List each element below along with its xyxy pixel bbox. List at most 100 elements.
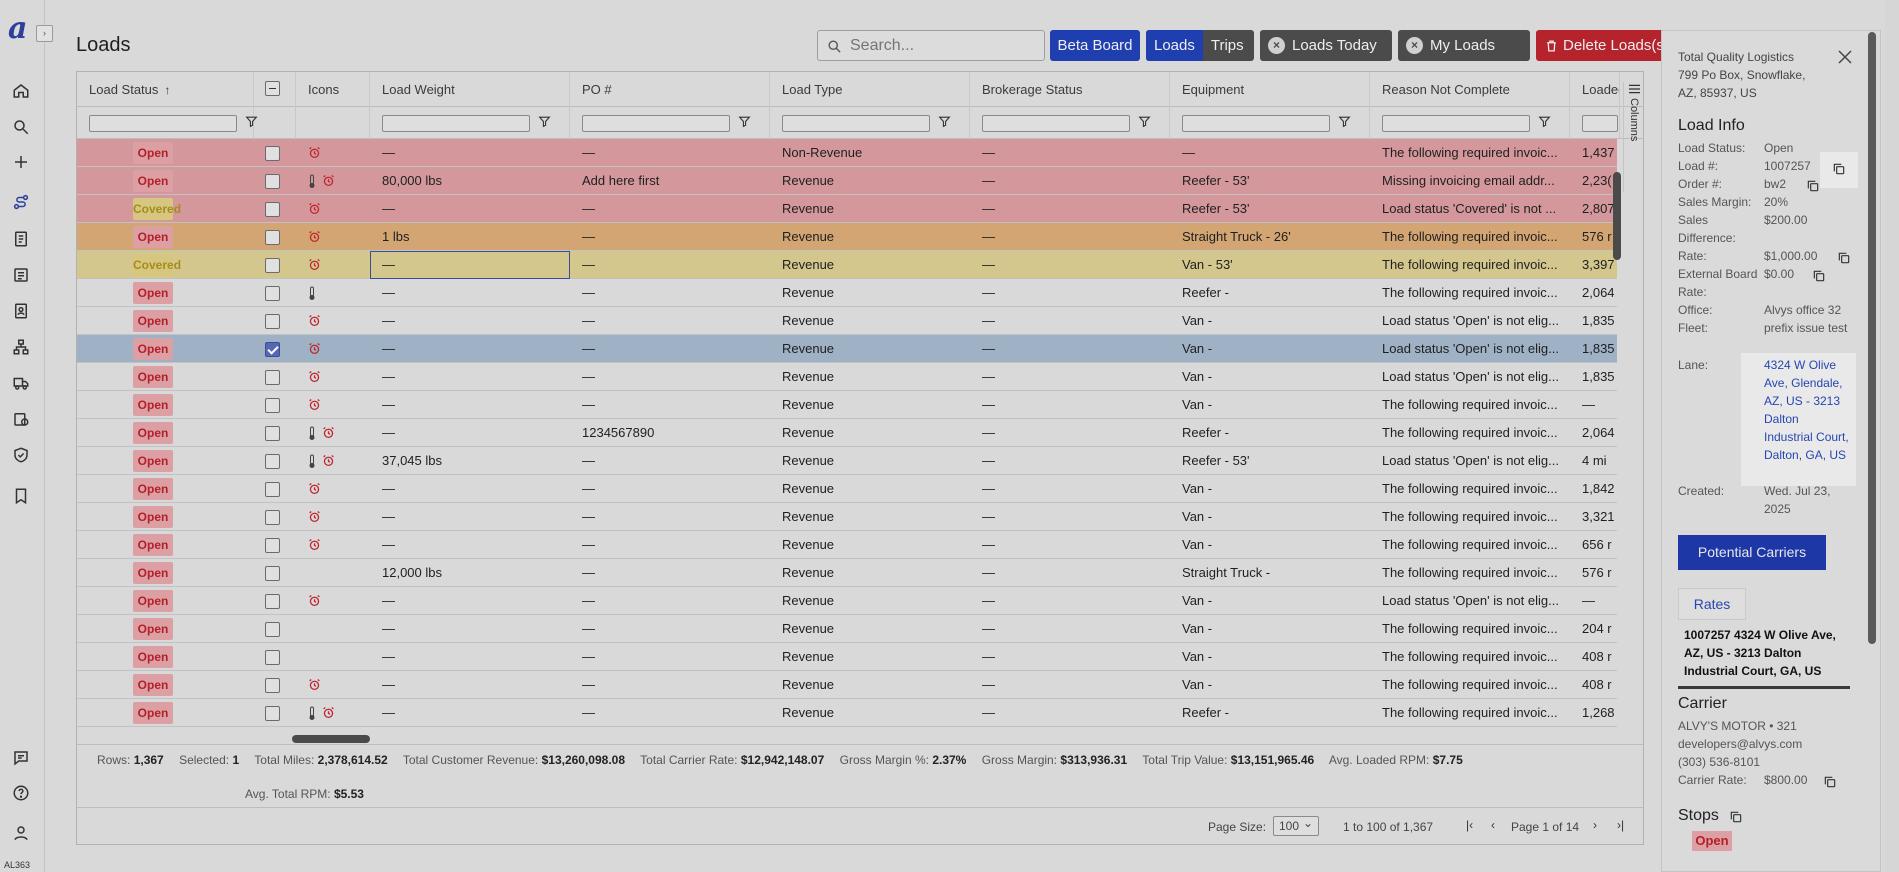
- table-row[interactable]: Open — — Revenue — Van - The following require…: [77, 475, 1617, 503]
- cell-load-type[interactable]: Revenue: [782, 369, 835, 384]
- table-row[interactable]: Open — — Revenue — Van - Load status 'Open' is…: [77, 335, 1617, 363]
- cell-brokerage-status[interactable]: —: [982, 453, 995, 468]
- cell-loaded[interactable]: 1,835: [1582, 369, 1615, 384]
- table-row[interactable]: Open — — Revenue — Van - The following require…: [77, 643, 1617, 671]
- cell-po[interactable]: —: [582, 145, 595, 160]
- table-row[interactable]: Covered — — Revenue — Van - 53' The following …: [77, 251, 1617, 279]
- table-row[interactable]: Open — — Revenue — Van - Load status 'Open' is…: [77, 363, 1617, 391]
- cell-equipment[interactable]: Van - 53': [1182, 257, 1233, 272]
- table-row[interactable]: Open — — Revenue — Van - Load status 'Open' is…: [77, 587, 1617, 615]
- next-page-icon[interactable]: ›: [1593, 818, 1597, 832]
- cell-brokerage-status[interactable]: —: [982, 285, 995, 300]
- cell-load-weight[interactable]: —: [382, 425, 395, 440]
- row-checkbox[interactable]: [265, 566, 280, 581]
- cell-po[interactable]: —: [582, 705, 595, 720]
- cell-loaded[interactable]: 204 r: [1582, 621, 1612, 636]
- cell-reason[interactable]: Missing invoicing email addr...: [1382, 173, 1555, 188]
- cell-load-weight[interactable]: —: [382, 285, 395, 300]
- truck-icon[interactable]: [8, 370, 34, 396]
- cell-load-weight[interactable]: —: [382, 649, 395, 664]
- invoice-icon[interactable]: [8, 226, 34, 252]
- cell-load-type[interactable]: Revenue: [782, 677, 835, 692]
- copy-icon[interactable]: [1832, 162, 1846, 176]
- filter-icon[interactable]: [1138, 115, 1151, 128]
- cell-reason[interactable]: Load status 'Covered' is not ...: [1382, 201, 1557, 216]
- cell-reason[interactable]: The following required invoic...: [1382, 397, 1558, 412]
- cell-loaded[interactable]: —: [1582, 593, 1595, 608]
- rates-button[interactable]: Rates: [1678, 588, 1746, 620]
- cell-loaded[interactable]: 408 r: [1582, 677, 1612, 692]
- cell-equipment[interactable]: Reefer - 53': [1182, 201, 1250, 216]
- row-checkbox[interactable]: [265, 258, 280, 273]
- plus-icon[interactable]: [8, 149, 34, 175]
- cell-loaded[interactable]: 1,835: [1582, 313, 1615, 328]
- cell-load-weight[interactable]: 37,045 lbs: [382, 453, 442, 468]
- table-row[interactable]: Open 37,045 lbs — Revenue — Reefer - 53' Load …: [77, 447, 1617, 475]
- cell-equipment[interactable]: Reefer - 53': [1182, 173, 1250, 188]
- cell-equipment[interactable]: Reefer -: [1182, 285, 1229, 300]
- cell-reason[interactable]: Load status 'Open' is not elig...: [1382, 313, 1559, 328]
- cell-load-type[interactable]: Revenue: [782, 397, 835, 412]
- cell-load-weight[interactable]: 12,000 lbs: [382, 565, 442, 580]
- cell-equipment[interactable]: Van -: [1182, 313, 1213, 328]
- row-checkbox[interactable]: [265, 370, 280, 385]
- cell-equipment[interactable]: Van -: [1182, 649, 1213, 664]
- row-checkbox[interactable]: [265, 510, 280, 525]
- col-header-load-type[interactable]: Load Type: [770, 72, 970, 107]
- cell-brokerage-status[interactable]: —: [982, 201, 995, 216]
- cell-po[interactable]: 1234567890: [582, 425, 655, 440]
- cell-reason[interactable]: The following required invoic...: [1382, 229, 1558, 244]
- cell-po[interactable]: —: [582, 313, 595, 328]
- filter-input[interactable]: [1382, 115, 1530, 132]
- user-icon[interactable]: [8, 820, 34, 846]
- cell-reason[interactable]: The following required invoic...: [1382, 481, 1558, 496]
- lane-link[interactable]: 4324 W Olive Ave, Glendale, AZ, US - 321…: [1764, 358, 1849, 462]
- row-checkbox[interactable]: [265, 594, 280, 609]
- filter-icon[interactable]: [1338, 115, 1351, 128]
- cell-load-weight[interactable]: —: [382, 145, 395, 160]
- cell-po[interactable]: —: [582, 481, 595, 496]
- cell-reason[interactable]: The following required invoic...: [1382, 257, 1558, 272]
- columns-side-tab[interactable]: Columns: [1623, 82, 1643, 192]
- cell-equipment[interactable]: Van -: [1182, 621, 1213, 636]
- cell-reason[interactable]: Load status 'Open' is not elig...: [1382, 593, 1559, 608]
- cell-loaded[interactable]: 576 r: [1582, 229, 1612, 244]
- cell-load-type[interactable]: Revenue: [782, 481, 835, 496]
- cell-load-type[interactable]: Revenue: [782, 705, 835, 720]
- cell-po[interactable]: —: [582, 453, 595, 468]
- last-page-icon[interactable]: ›|: [1617, 818, 1625, 832]
- cell-loaded[interactable]: 2,23(: [1582, 173, 1612, 188]
- filter-input[interactable]: [89, 115, 237, 132]
- cell-brokerage-status[interactable]: —: [982, 173, 995, 188]
- col-header-equipment[interactable]: Equipment: [1170, 72, 1370, 107]
- cell-load-type[interactable]: Revenue: [782, 425, 835, 440]
- cell-po[interactable]: —: [582, 369, 595, 384]
- route-icon[interactable]: [8, 189, 34, 215]
- row-checkbox[interactable]: [265, 398, 280, 413]
- copy-icon[interactable]: [1729, 810, 1743, 824]
- cell-load-type[interactable]: Revenue: [782, 313, 835, 328]
- filter-icon[interactable]: [245, 115, 258, 128]
- row-checkbox[interactable]: [265, 314, 280, 329]
- cell-loaded[interactable]: —: [1582, 397, 1595, 412]
- row-checkbox[interactable]: [265, 650, 280, 665]
- table-row[interactable]: Open — — Non-Revenue — — The following require…: [77, 139, 1617, 167]
- prev-page-icon[interactable]: ‹: [1491, 818, 1495, 832]
- filter-input[interactable]: [1182, 115, 1330, 132]
- select-all-checkbox[interactable]: [265, 81, 280, 96]
- cell-load-type[interactable]: Revenue: [782, 649, 835, 664]
- cell-brokerage-status[interactable]: —: [982, 537, 995, 552]
- row-checkbox[interactable]: [265, 678, 280, 693]
- cell-load-weight[interactable]: —: [382, 593, 395, 608]
- cell-reason[interactable]: The following required invoic...: [1382, 705, 1558, 720]
- filter-input[interactable]: [782, 115, 930, 132]
- cell-brokerage-status[interactable]: —: [982, 369, 995, 384]
- cell-po[interactable]: —: [582, 621, 595, 636]
- cell-equipment[interactable]: Reefer -: [1182, 705, 1229, 720]
- cell-po[interactable]: —: [582, 509, 595, 524]
- cell-loaded[interactable]: 408 r: [1582, 649, 1612, 664]
- row-checkbox[interactable]: [265, 146, 280, 161]
- cell-loaded[interactable]: 576 r: [1582, 565, 1612, 580]
- cell-po[interactable]: —: [582, 565, 595, 580]
- cell-brokerage-status[interactable]: —: [982, 481, 995, 496]
